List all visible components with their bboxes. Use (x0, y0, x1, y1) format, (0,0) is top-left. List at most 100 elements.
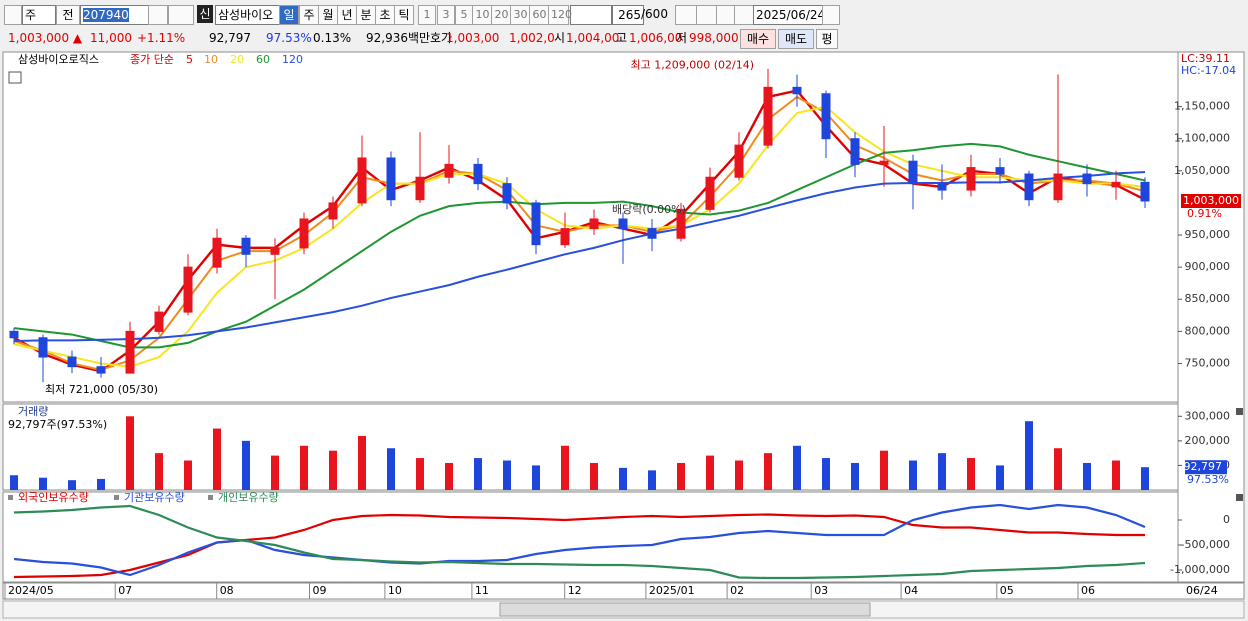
period-button[interactable]: 틱 (394, 5, 414, 25)
ma-line (13, 171, 1146, 342)
code-input[interactable]: 207940 (80, 5, 150, 25)
volume-bar (242, 440, 250, 490)
count-input[interactable]: 265 (612, 5, 644, 25)
settings-button[interactable] (734, 5, 754, 25)
period-button[interactable]: 일 (279, 5, 299, 25)
legend-swatch (114, 495, 119, 500)
count-button[interactable]: 10 (472, 5, 493, 25)
period-button[interactable]: 월 (318, 5, 338, 25)
period-button[interactable]: 주 (299, 5, 319, 25)
volume-bar (271, 455, 279, 490)
period-button[interactable]: 분 (356, 5, 376, 25)
change-rate: +1.11% (137, 31, 186, 45)
save-button[interactable] (716, 5, 736, 25)
last-price: 1,003,000 (1183, 194, 1239, 207)
holding-line (13, 513, 1145, 579)
count-button[interactable]: 1 (418, 5, 436, 25)
count-button[interactable]: 3 (437, 5, 455, 25)
scroll-thumb[interactable] (499, 602, 871, 617)
high-annotation: 최고 1,209,000 (02/14) (631, 59, 755, 72)
tool-button[interactable] (675, 5, 697, 25)
count-button[interactable]: 30 (510, 5, 531, 25)
volume-bar (329, 450, 337, 490)
y-tick-label: 750,000 (1185, 356, 1231, 369)
period-button[interactable]: 초 (375, 5, 395, 25)
candle-body (937, 183, 947, 191)
volume-bar (1141, 467, 1149, 490)
open: 1,004,00 (566, 31, 620, 45)
x-tick-label: 07 (118, 584, 132, 597)
x-tick-label: 2024/05 (8, 584, 54, 597)
volume-bar (1025, 421, 1033, 490)
x-tick-label: 03 (814, 584, 828, 597)
volume-bar (213, 428, 221, 490)
candle-body (647, 228, 657, 239)
candle-body (531, 202, 541, 246)
candle-body (792, 86, 802, 95)
candle-body (850, 138, 860, 165)
count-button[interactable]: 20 (491, 5, 512, 25)
search-button[interactable] (148, 5, 168, 25)
count-button[interactable]: 60 (529, 5, 550, 25)
x-tick-label: 12 (568, 584, 582, 597)
right-axis (1177, 51, 1245, 583)
panel-close[interactable] (1236, 408, 1243, 415)
volume-bar (851, 462, 859, 490)
candle-body (444, 163, 454, 178)
candle-body (1140, 181, 1150, 202)
sound-button[interactable] (168, 5, 194, 25)
volume-bar (793, 445, 801, 490)
market-select[interactable]: 주 (22, 5, 56, 25)
last-volume-box (1185, 460, 1227, 475)
table-icon[interactable] (8, 71, 22, 84)
period-button[interactable]: 년 (337, 5, 357, 25)
volume-bar (938, 453, 946, 490)
last-ratio: 97.53% (1187, 473, 1229, 486)
count-button[interactable]: 5 (455, 5, 473, 25)
volume-bar (387, 448, 395, 490)
ask: 1,003,00 (446, 31, 500, 45)
x-tick-label: 09 (313, 584, 327, 597)
legend-entry: 120 (282, 53, 303, 66)
candle-body (154, 311, 164, 332)
calendar-button[interactable] (822, 5, 840, 25)
blank-input[interactable] (570, 5, 612, 25)
title: 거래량 (18, 405, 48, 418)
x-tick-label: 11 (475, 584, 489, 597)
tool-button[interactable] (696, 5, 718, 25)
date-input[interactable]: 2025/06/24 (753, 5, 825, 25)
sell-button[interactable]: 매도 (778, 29, 814, 49)
volume-bar (822, 458, 830, 490)
candle-body (734, 144, 744, 178)
candle-body (763, 86, 773, 146)
x-tick-label: 06 (1081, 584, 1095, 597)
candle-body (589, 218, 599, 230)
y-tick-label: 800,000 (1185, 324, 1231, 337)
volume-bar (735, 460, 743, 490)
candle-body (676, 208, 686, 239)
candle-body (821, 93, 831, 140)
candle-body (560, 228, 570, 246)
volume-bar (1083, 462, 1091, 490)
candle-body (212, 237, 222, 268)
candle-body (1082, 173, 1092, 185)
legend-entry: 기관보유수량 (124, 491, 185, 504)
volume-bar (1112, 460, 1120, 490)
change: 11,000 (90, 31, 132, 45)
buy-button[interactable]: 매수 (740, 29, 776, 49)
volume-bar (445, 462, 453, 490)
volume-bar (996, 465, 1004, 490)
y-tick-label: -500,000 (1181, 538, 1230, 551)
candle-body (966, 167, 976, 191)
scope-button[interactable]: 전 (56, 5, 80, 25)
low: 998,000 (689, 31, 739, 45)
panel-close[interactable] (1236, 494, 1243, 501)
stock-name[interactable]: 삼성바이오 (215, 5, 281, 25)
count-max: /600 (641, 7, 668, 21)
count-button[interactable]: 120 (548, 5, 572, 25)
eval-button[interactable]: 평 (816, 29, 838, 49)
last-date: 06/24 (1186, 584, 1218, 597)
menu-icon[interactable] (4, 5, 22, 25)
candle-body (618, 218, 628, 230)
